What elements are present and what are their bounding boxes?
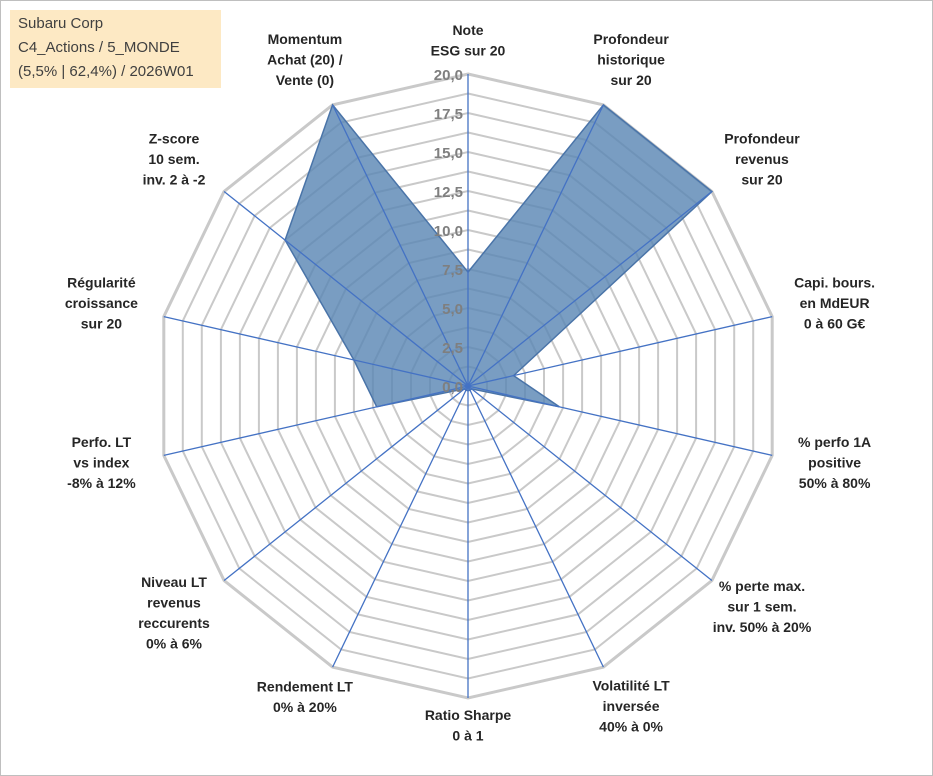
spoke-2	[467, 190, 713, 387]
axis-label-1: Profondeur historique sur 20	[593, 31, 669, 88]
company-name: Subaru Corp	[18, 15, 104, 32]
weights-and-week: (5,5% | 62,4%) / 2026W01	[18, 63, 194, 80]
spoke-8	[332, 385, 469, 668]
spoke-4	[467, 385, 773, 457]
tick-label-0: 0,0	[442, 379, 463, 396]
spoke-5	[467, 385, 713, 582]
spoke-3	[467, 315, 773, 387]
axis-label-5: % perte max. sur 1 sem. inv. 50% à 20%	[713, 578, 812, 635]
axis-label-11: Régularité croissance sur 20	[65, 274, 138, 331]
axis-label-8: Rendement LT 0% à 20%	[257, 679, 354, 716]
axis-label-10: Perfo. LT vs index -8% à 12%	[67, 434, 136, 491]
axis-label-13: Momentum Achat (20) / Vente (0)	[267, 31, 343, 88]
axis-label-2: Profondeur revenus sur 20	[724, 131, 800, 188]
spoke-12	[223, 190, 469, 387]
portfolio-category: C4_Actions / 5_MONDE	[18, 39, 180, 56]
radar-tick-labels: 0,0 2,5 5,0 7,5 10,0 12,5 15,0 17,5 20,0	[434, 67, 463, 396]
spoke-11	[163, 315, 469, 387]
axis-label-9: Niveau LT revenus reccurents 0% à 6%	[138, 574, 210, 652]
axis-label-3: Capi. bours. en MdEUR 0 à 60 G€	[794, 274, 875, 331]
tick-label-2: 5,0	[442, 301, 463, 318]
info-box: Subaru Corp C4_Actions / 5_MONDE (5,5% |…	[10, 10, 221, 88]
tick-label-3: 7,5	[442, 262, 463, 279]
radar-spokes	[163, 74, 773, 698]
spoke-13	[332, 104, 469, 387]
spoke-1	[467, 104, 604, 387]
spoke-6	[467, 385, 604, 668]
axis-label-12: Z-score 10 sem. inv. 2 à -2	[143, 131, 206, 188]
axis-label-7: Ratio Sharpe 0 à 1	[425, 707, 512, 744]
tick-label-1: 2,5	[442, 340, 463, 357]
axis-label-6: Volatilité LT inversée 40% à 0%	[592, 678, 670, 735]
tick-label-4: 10,0	[434, 223, 463, 240]
spoke-10	[163, 385, 469, 457]
axis-label-0: Note ESG sur 20	[431, 22, 506, 59]
radar-axis-labels: Note ESG sur 20 Profondeur historique sur 20…	[65, 22, 875, 744]
tick-label-5: 12,5	[434, 184, 463, 201]
tick-label-8: 20,0	[434, 67, 463, 84]
tick-label-7: 17,5	[434, 106, 463, 123]
tick-label-6: 15,0	[434, 145, 463, 162]
axis-label-4: % perfo 1A positive 50% à 80%	[798, 434, 871, 491]
spoke-9	[223, 385, 469, 582]
